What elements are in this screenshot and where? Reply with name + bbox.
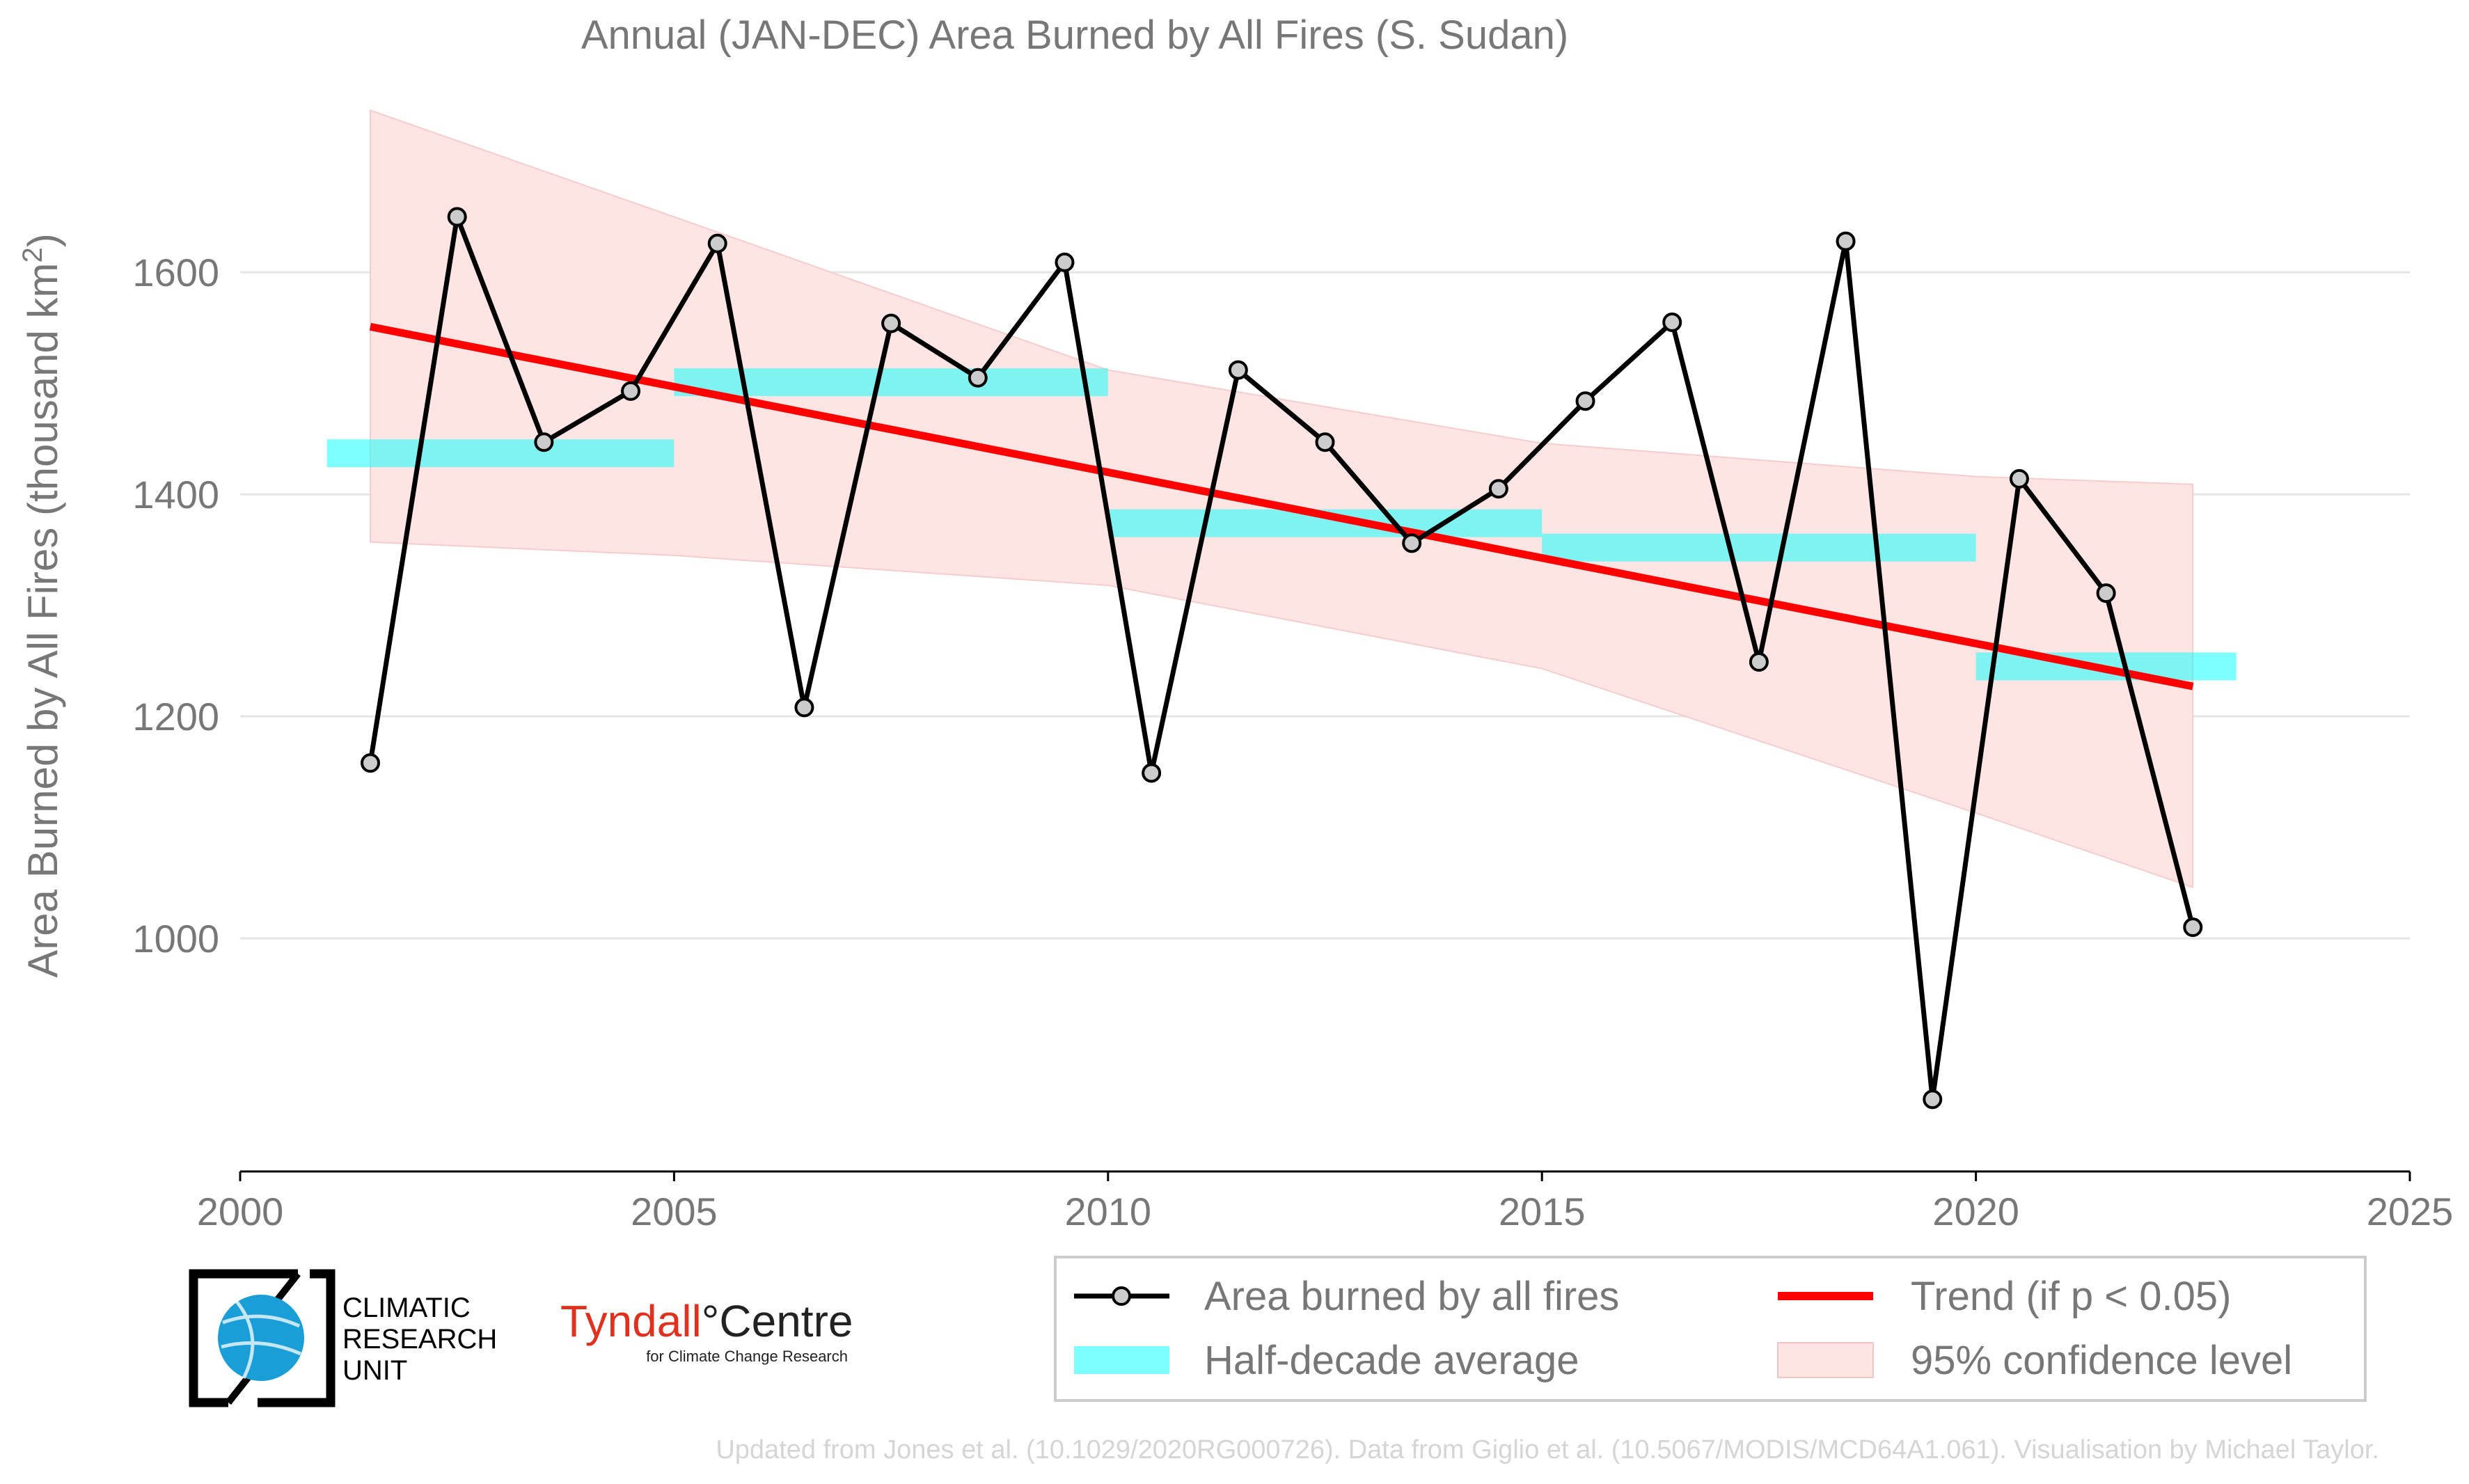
legend-swatch-half-decade xyxy=(1074,1346,1169,1374)
cru-line-2: RESEARCH xyxy=(342,1324,497,1355)
data-point xyxy=(968,368,988,388)
legend: Area burned by all fires Half-decade ave… xyxy=(1054,1256,2367,1402)
svg-text:Tyndall°Centre: Tyndall°Centre xyxy=(560,1296,853,1346)
cru-line-3: UNIT xyxy=(342,1355,407,1386)
y-tick-label-1200: 1200 xyxy=(132,695,219,739)
half-decade-bar-3 xyxy=(1542,533,1976,562)
cru-logo-slash-bottom xyxy=(226,1373,252,1405)
data-point xyxy=(447,207,467,227)
x-tick-label-2015: 2015 xyxy=(1499,1190,1586,1233)
credit-text: Updated from Jones et al. (10.1029/2020R… xyxy=(716,1435,2379,1465)
confidence-band xyxy=(370,109,2194,889)
legend-box xyxy=(1054,1256,2367,1402)
confidence-band-layer xyxy=(370,109,2194,889)
legend-swatch-confidence xyxy=(1777,1342,1874,1378)
x-tick-label-2025: 2025 xyxy=(2367,1190,2454,1233)
legend-label-half-decade: Half-decade average xyxy=(1204,1338,1579,1383)
tyndall-logo: Tyndall°Centre for Climate Change Resear… xyxy=(560,1296,853,1365)
data-point xyxy=(1749,652,1769,672)
data-point xyxy=(1836,231,1856,251)
y-axis-label-superscript: 2 xyxy=(17,247,48,262)
y-axis-label-main: Area Burned by All Fires (thousand km xyxy=(19,263,66,978)
cru-logo: CLIMATIC RESEARCH UNIT xyxy=(189,1269,497,1407)
data-point xyxy=(534,432,554,452)
y-axis-label: Area Burned by All Fires (thousand km2) xyxy=(17,233,66,977)
series-line-area-burned xyxy=(368,214,2195,1102)
data-point xyxy=(1142,763,1162,783)
data-point xyxy=(361,753,381,773)
axes-layer: 1000 1200 1400 1600 2000 2005 2010 2015 2020 2025 xyxy=(132,251,2453,1233)
data-point xyxy=(1055,252,1075,272)
cru-logo-frame xyxy=(189,1269,336,1407)
tyndall-suffix: °Centre xyxy=(702,1296,853,1346)
tyndall-main: Tyndall xyxy=(560,1296,702,1346)
y-tick-label-1600: 1600 xyxy=(132,251,219,294)
series-layer xyxy=(361,207,2203,1110)
tyndall-subtitle: for Climate Change Research xyxy=(646,1348,848,1365)
data-point xyxy=(1402,533,1422,553)
data-point xyxy=(707,233,727,253)
y-tick-label-1000: 1000 xyxy=(132,917,219,961)
data-point xyxy=(2096,583,2116,603)
y-axis-label-close: ) xyxy=(19,233,66,247)
trend-line xyxy=(369,322,2194,690)
data-point xyxy=(1488,479,1508,499)
cru-line-1: CLIMATIC xyxy=(342,1293,471,1323)
data-point xyxy=(1662,313,1682,333)
data-point xyxy=(1575,391,1595,411)
svg-text:Area Burned by All Fires (thou: Area Burned by All Fires (thousand km2) xyxy=(17,233,66,977)
data-point xyxy=(2009,468,2029,489)
globe-icon-lines xyxy=(221,1300,302,1380)
data-point xyxy=(2183,917,2203,938)
half-decade-bar-0 xyxy=(326,439,675,468)
x-tick-label-2010: 2010 xyxy=(1065,1190,1152,1233)
legend-label-trend: Trend (if p < 0.05) xyxy=(1911,1274,2231,1319)
x-tick-label-2000: 2000 xyxy=(197,1190,284,1233)
legend-label-area-burned: Area burned by all fires xyxy=(1204,1274,1619,1319)
data-point xyxy=(881,313,901,333)
data-point xyxy=(621,381,641,401)
x-tick-label-2005: 2005 xyxy=(631,1190,718,1233)
trend-layer xyxy=(369,322,2194,690)
data-point xyxy=(1923,1089,1943,1110)
data-point xyxy=(1228,360,1248,380)
globe-icon xyxy=(218,1295,304,1381)
x-tick-label-2020: 2020 xyxy=(1932,1190,2019,1233)
legend-marker-area-burned xyxy=(1112,1286,1131,1306)
data-point xyxy=(1315,432,1335,452)
cru-logo-slash-top xyxy=(274,1271,301,1303)
legend-label-confidence: 95% confidence level xyxy=(1911,1338,2292,1383)
chart-title: Annual (JAN-DEC) Area Burned by All Fire… xyxy=(581,13,1568,58)
y-tick-label-1400: 1400 xyxy=(132,473,219,516)
data-point xyxy=(794,697,814,718)
